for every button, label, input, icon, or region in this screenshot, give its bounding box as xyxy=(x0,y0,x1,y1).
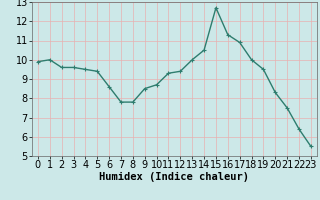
X-axis label: Humidex (Indice chaleur): Humidex (Indice chaleur) xyxy=(100,172,249,182)
